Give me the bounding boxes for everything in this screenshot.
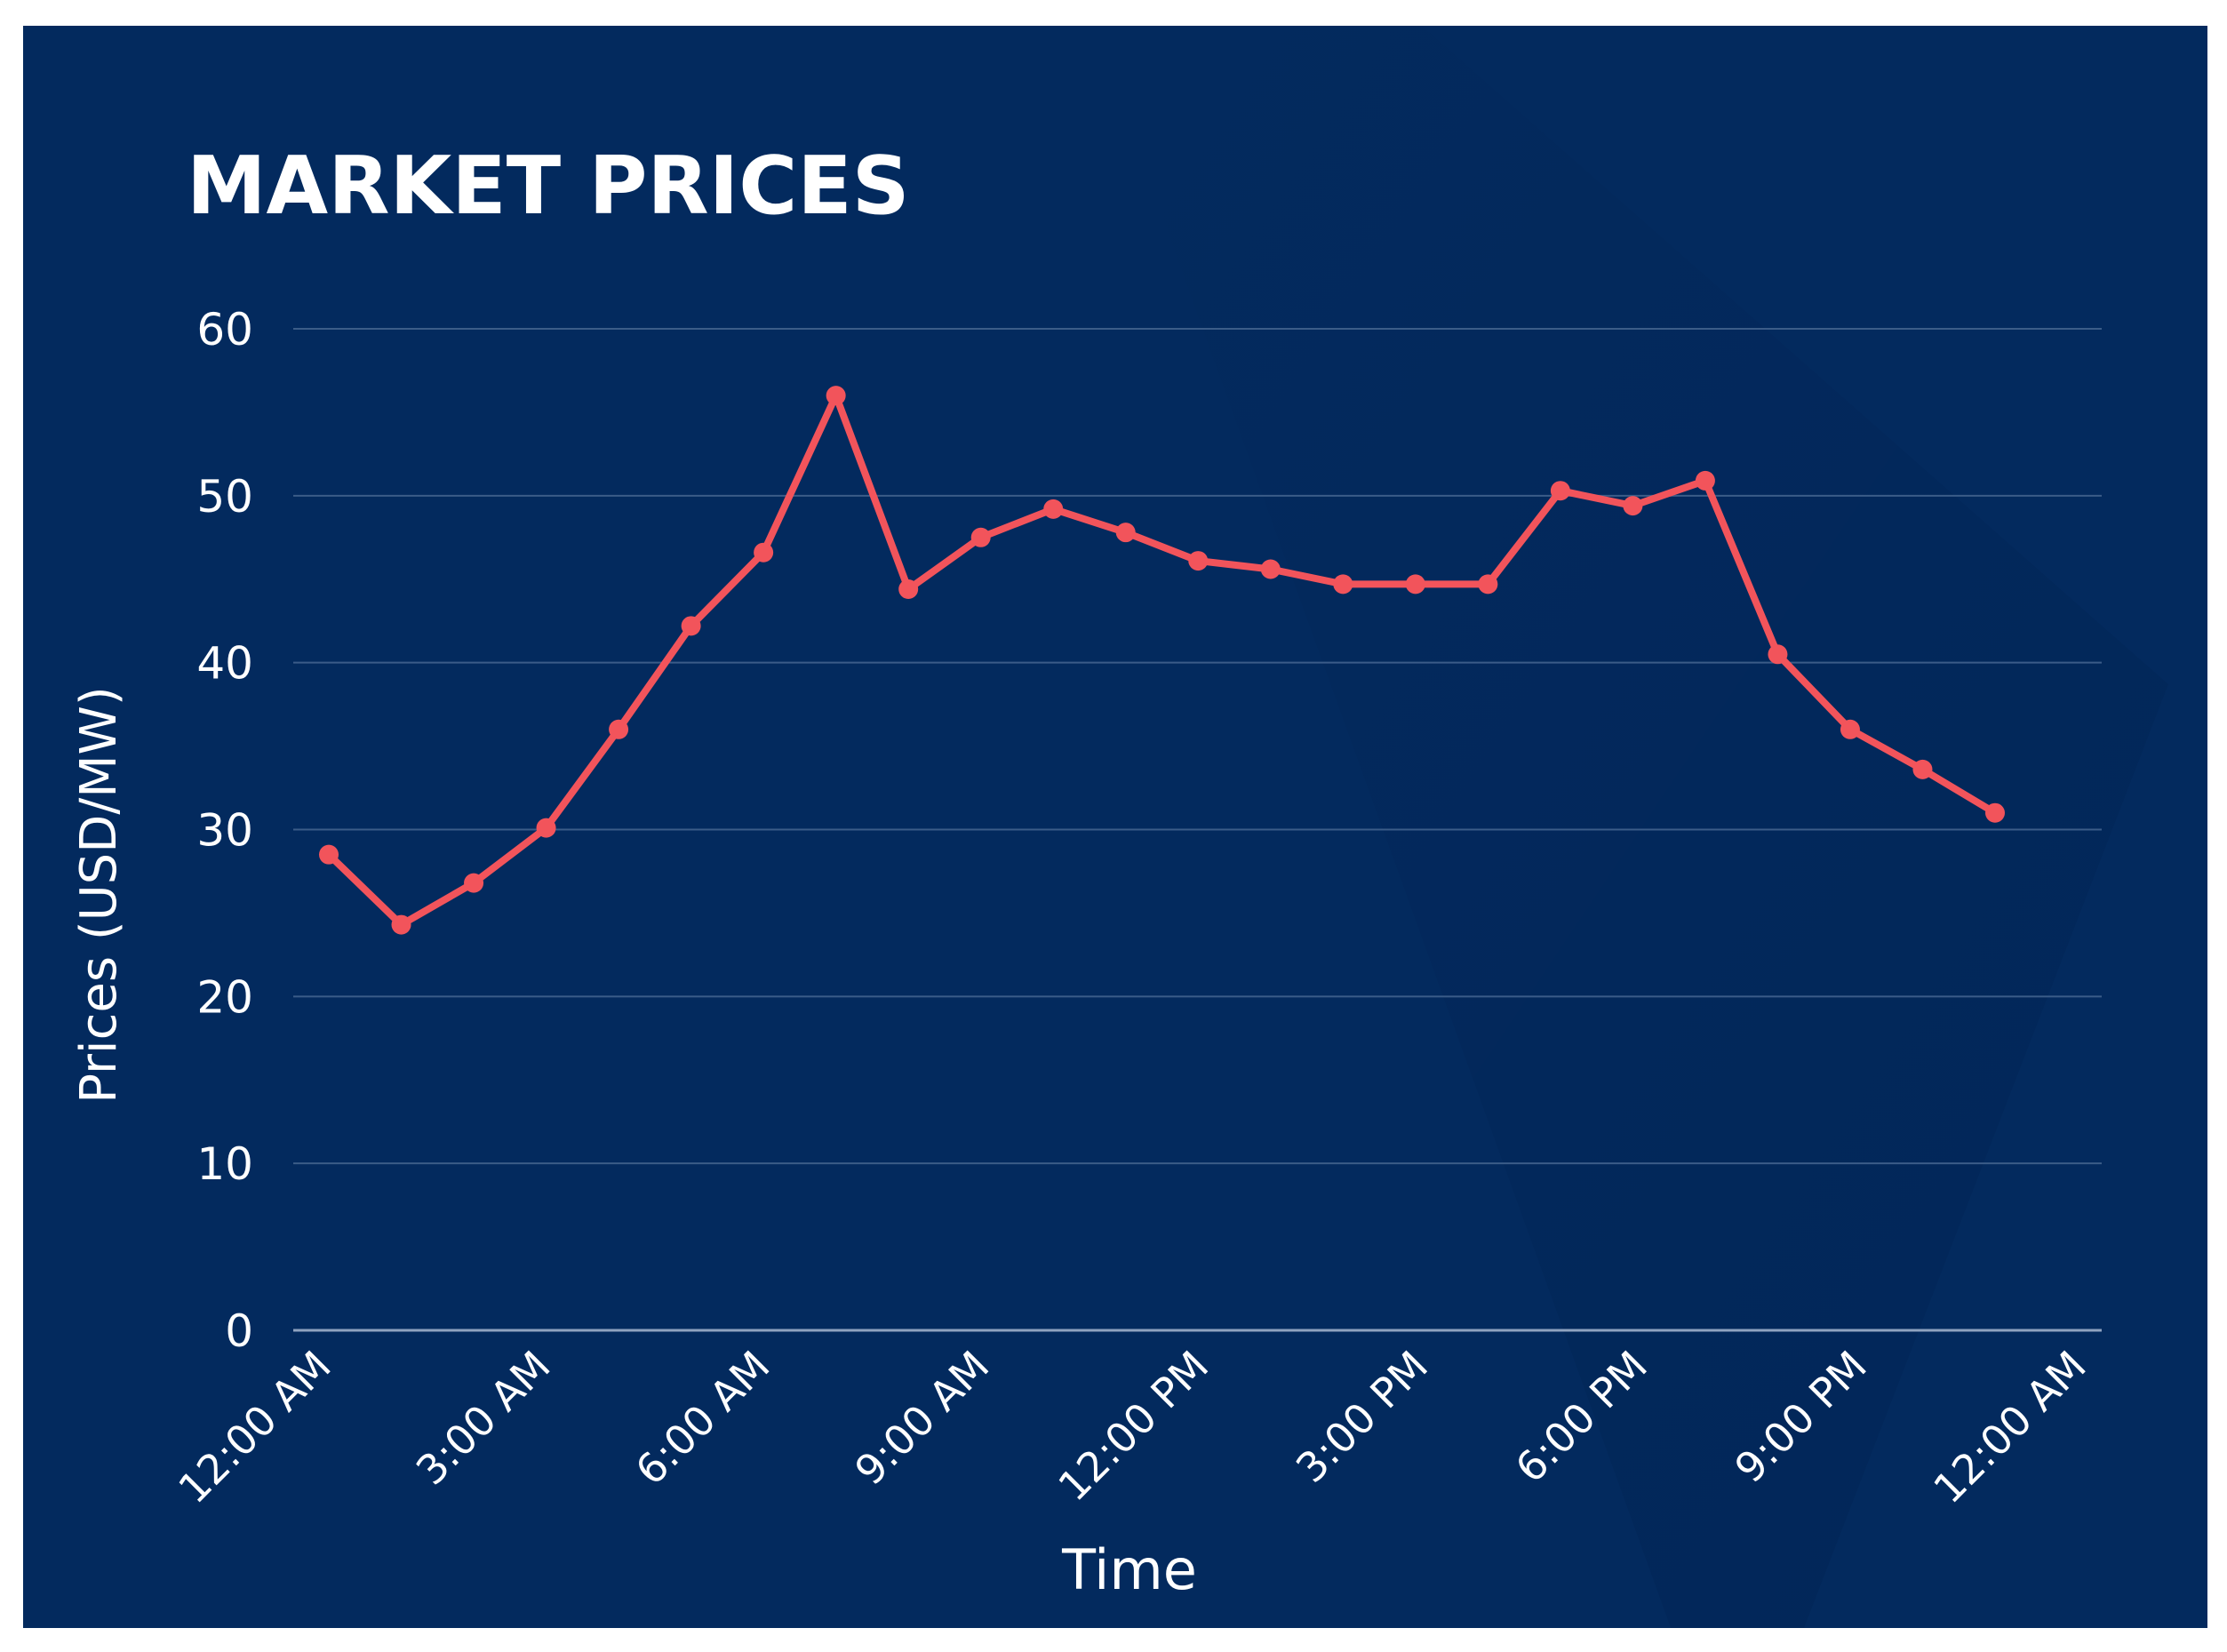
- data-point: [1188, 551, 1209, 571]
- data-point: [1333, 574, 1353, 595]
- data-point: [1840, 719, 1860, 739]
- data-point: [681, 616, 701, 636]
- gridlines: [293, 328, 2102, 1332]
- y-tick-label: 50: [196, 471, 253, 523]
- data-point: [1115, 523, 1136, 543]
- data-point: [1695, 470, 1715, 491]
- data-point: [319, 844, 339, 865]
- data-point: [1985, 802, 2005, 823]
- y-tick-label: 20: [196, 971, 253, 1023]
- y-tick-label: 10: [196, 1138, 253, 1190]
- chart-title: MARKET PRICES: [187, 140, 910, 233]
- data-point: [1405, 574, 1425, 595]
- data-point: [826, 386, 846, 406]
- data-point: [898, 579, 919, 600]
- y-axis-ticks: 0 10 20 30 40 50 60: [196, 304, 253, 1357]
- y-axis-label: Prices (USD/MW): [70, 686, 128, 1104]
- series-layer: [319, 386, 2005, 935]
- data-point: [1623, 496, 1643, 516]
- y-tick-label: 40: [196, 638, 253, 690]
- y-tick-label: 0: [225, 1305, 253, 1357]
- y-tick-label: 30: [196, 805, 253, 857]
- data-point: [1912, 759, 1933, 779]
- data-point: [536, 818, 556, 838]
- data-point: [1768, 644, 1788, 665]
- data-point: [464, 873, 484, 893]
- data-point: [391, 914, 411, 935]
- data-point: [1550, 481, 1570, 501]
- series-line: [325, 392, 1999, 929]
- data-point: [1478, 574, 1498, 595]
- y-tick-label: 60: [196, 304, 253, 355]
- data-point: [1260, 559, 1281, 579]
- data-point: [1043, 499, 1064, 519]
- data-point: [609, 719, 629, 739]
- data-point: [970, 527, 991, 547]
- x-axis-label: Time: [1061, 1537, 1197, 1602]
- data-point: [754, 542, 774, 563]
- background-shade: [1093, 26, 2168, 1628]
